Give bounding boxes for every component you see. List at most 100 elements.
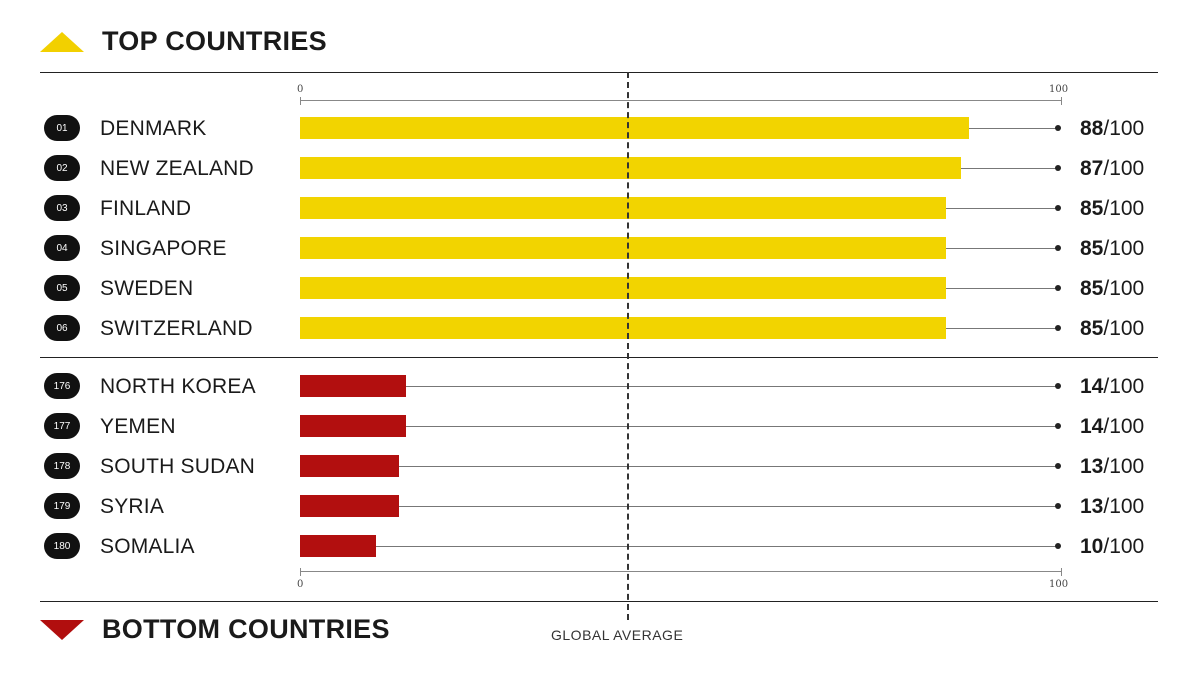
country-label: SWEDEN xyxy=(100,277,194,300)
score-value: 14 xyxy=(1080,375,1104,398)
bottom-axis-tick-min: 0 xyxy=(297,579,304,590)
score-value: 13 xyxy=(1080,495,1104,518)
rank-badge: 177 xyxy=(44,413,80,439)
score-max: /100 xyxy=(1103,375,1145,398)
bar-track-line xyxy=(300,546,1058,547)
bar xyxy=(300,415,406,437)
score-max: /100 xyxy=(1103,535,1145,558)
score-label: 85/100 xyxy=(1080,237,1144,261)
bar-track-line xyxy=(300,466,1058,467)
country-label: NORTH KOREA xyxy=(100,375,256,398)
country-label: SINGAPORE xyxy=(100,237,227,260)
score-label: 13/100 xyxy=(1080,455,1144,479)
score-label: 85/100 xyxy=(1080,197,1144,221)
rank-badge: 04 xyxy=(44,235,80,261)
rank-badge: 02 xyxy=(44,155,80,181)
score-label: 14/100 xyxy=(1080,415,1144,439)
track-end-dot xyxy=(1055,125,1061,131)
country-label: YEMEN xyxy=(100,415,176,438)
bar-track-line xyxy=(300,506,1058,507)
chart-row: 02 NEW ZEALAND 87/100 xyxy=(0,154,1200,182)
score-label: 14/100 xyxy=(1080,375,1144,399)
rank-badge: 178 xyxy=(44,453,80,479)
score-value: 85 xyxy=(1080,197,1104,220)
bar-track-line xyxy=(300,426,1058,427)
track-end-dot xyxy=(1055,463,1061,469)
track-end-dot xyxy=(1055,503,1061,509)
country-label: DENMARK xyxy=(100,117,207,140)
bottom-countries-title: BOTTOM COUNTRIES xyxy=(102,614,390,644)
score-max: /100 xyxy=(1103,455,1145,478)
rank-badge: 180 xyxy=(44,533,80,559)
bar xyxy=(300,317,946,339)
score-max: /100 xyxy=(1103,197,1145,220)
bar xyxy=(300,277,946,299)
score-max: /100 xyxy=(1103,237,1145,260)
country-label: FINLAND xyxy=(100,197,192,220)
score-label: 85/100 xyxy=(1080,317,1144,341)
bottom-rule xyxy=(40,601,1158,602)
score-max: /100 xyxy=(1103,415,1145,438)
score-value: 85 xyxy=(1080,237,1104,260)
score-value: 85 xyxy=(1080,317,1104,340)
top-rule xyxy=(40,72,1158,73)
track-end-dot xyxy=(1055,543,1061,549)
global-average-label: GLOBAL AVERAGE xyxy=(551,627,684,643)
country-label: SWITZERLAND xyxy=(100,317,253,340)
bar xyxy=(300,157,961,179)
score-max: /100 xyxy=(1103,317,1145,340)
chart-row: 178 SOUTH SUDAN 13/100 xyxy=(0,452,1200,480)
bar xyxy=(300,237,946,259)
rank-badge: 179 xyxy=(44,493,80,519)
track-end-dot xyxy=(1055,285,1061,291)
score-value: 13 xyxy=(1080,455,1104,478)
country-label: SOUTH SUDAN xyxy=(100,455,256,478)
country-label: SOMALIA xyxy=(100,535,195,558)
track-end-dot xyxy=(1055,205,1061,211)
bottom-countries-heading: BOTTOM COUNTRIES xyxy=(40,614,390,645)
bar xyxy=(300,535,376,557)
bar-track-line xyxy=(300,386,1058,387)
country-label: SYRIA xyxy=(100,495,165,518)
country-label: NEW ZEALAND xyxy=(100,157,254,180)
score-max: /100 xyxy=(1103,277,1145,300)
top-axis-tick-max: 100 xyxy=(1049,84,1069,95)
triangle-up-icon xyxy=(40,31,84,52)
top-axis xyxy=(300,97,1062,105)
top-axis-tick-min: 0 xyxy=(297,84,304,95)
score-value: 87 xyxy=(1080,157,1104,180)
bar xyxy=(300,495,399,517)
bar xyxy=(300,197,946,219)
score-max: /100 xyxy=(1103,157,1145,180)
bar xyxy=(300,117,969,139)
top-countries-heading: TOP COUNTRIES xyxy=(40,26,327,57)
top-countries-title: TOP COUNTRIES xyxy=(102,26,327,56)
rank-badge: 03 xyxy=(44,195,80,221)
rank-badge: 176 xyxy=(44,373,80,399)
middle-rule xyxy=(40,357,1158,358)
score-value: 14 xyxy=(1080,415,1104,438)
score-value: 85 xyxy=(1080,277,1104,300)
score-value: 10 xyxy=(1080,535,1104,558)
chart-row: 177 YEMEN 14/100 xyxy=(0,412,1200,440)
chart-row: 03 FINLAND 85/100 xyxy=(0,194,1200,222)
score-label: 87/100 xyxy=(1080,157,1144,181)
rank-badge: 06 xyxy=(44,315,80,341)
rank-badge: 01 xyxy=(44,115,80,141)
chart-row: 05 SWEDEN 85/100 xyxy=(0,274,1200,302)
score-max: /100 xyxy=(1103,117,1145,140)
chart-row: 180 SOMALIA 10/100 xyxy=(0,532,1200,560)
score-label: 13/100 xyxy=(1080,495,1144,519)
global-average-line xyxy=(627,72,629,620)
chart-row: 04 SINGAPORE 85/100 xyxy=(0,234,1200,262)
triangle-down-icon xyxy=(40,619,84,640)
track-end-dot xyxy=(1055,165,1061,171)
bottom-axis-tick-max: 100 xyxy=(1049,579,1069,590)
track-end-dot xyxy=(1055,423,1061,429)
score-label: 10/100 xyxy=(1080,535,1144,559)
score-max: /100 xyxy=(1103,495,1145,518)
track-end-dot xyxy=(1055,383,1061,389)
chart-row: 176 NORTH KOREA 14/100 xyxy=(0,372,1200,400)
track-end-dot xyxy=(1055,325,1061,331)
bar xyxy=(300,455,399,477)
